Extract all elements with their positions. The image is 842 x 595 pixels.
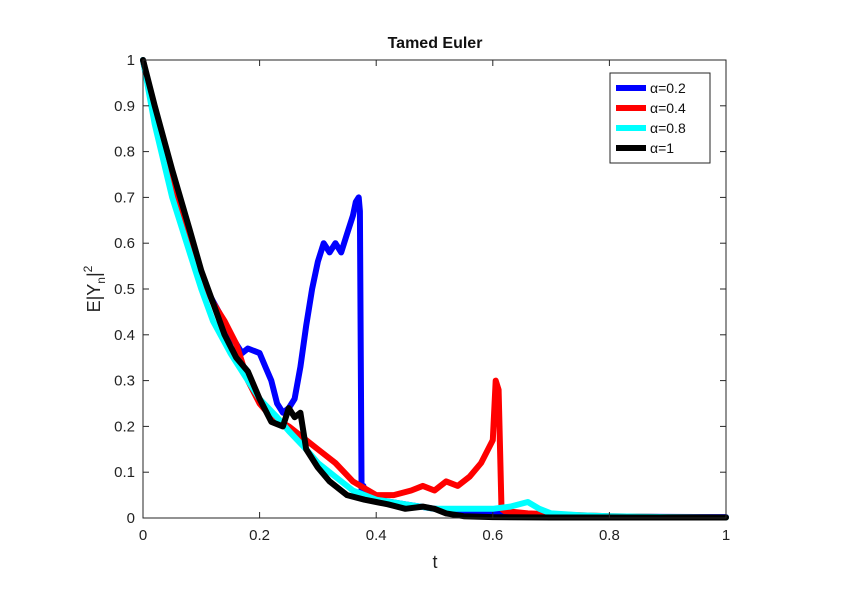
y-tick-label: 0.7 [114, 189, 135, 206]
x-tick-label: 1 [722, 527, 730, 544]
y-tick-label: 0.4 [114, 327, 135, 344]
legend: α=0.2 α=0.4 α=0.8 α=1 [609, 72, 711, 164]
chart-title: Tamed Euler [388, 35, 483, 52]
x-axis-label: t [432, 552, 437, 572]
series-layer [140, 57, 729, 521]
legend-label-2: α=0.4 [650, 100, 686, 116]
y-tick-label: 0.8 [114, 144, 135, 161]
x-tick-label: 0 [139, 527, 147, 544]
legend-label-1: α=0.2 [650, 80, 686, 96]
x-tick-label: 0.4 [366, 527, 387, 544]
y-tick-label: 1 [127, 52, 135, 69]
x-axis: 0 0.2 0.4 0.6 0.8 1 [139, 60, 730, 544]
series-line-3 [140, 57, 729, 521]
y-axis-label: E|Yn|2 [81, 265, 108, 312]
y-tick-label: 0.9 [114, 98, 135, 115]
y-tick-label: 0.2 [114, 418, 135, 435]
y-axis: 0 0.1 0.2 0.3 0.4 0.5 0.6 0.7 0.8 0.9 1 [114, 52, 726, 527]
x-tick-label: 0.2 [249, 527, 270, 544]
legend-label-4: α=1 [650, 140, 674, 156]
series-line-4 [140, 57, 729, 521]
y-tick-label: 0.6 [114, 235, 135, 252]
y-tick-label: 0.5 [114, 281, 135, 298]
x-tick-label: 0.6 [482, 527, 503, 544]
y-tick-label: 0.3 [114, 373, 135, 390]
legend-label-3: α=0.8 [650, 120, 686, 136]
y-tick-label: 0.1 [114, 464, 135, 481]
x-tick-label: 0.8 [599, 527, 620, 544]
y-tick-label: 0 [127, 510, 135, 527]
